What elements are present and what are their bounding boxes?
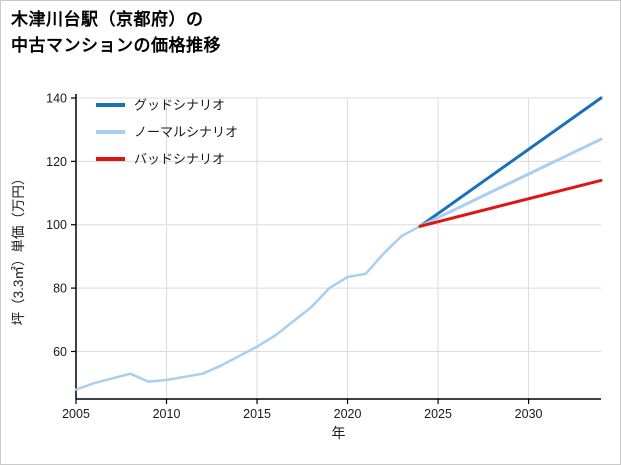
y-tick-label: 140 xyxy=(46,92,67,106)
y-tick-label: 120 xyxy=(46,155,67,169)
x-axis-title: 年 xyxy=(332,425,346,441)
chart-title: 木津川台駅（京都府）の 中古マンションの価格推移 xyxy=(11,7,221,60)
x-tick-label: 2010 xyxy=(153,407,181,421)
series-line-historical xyxy=(74,225,422,391)
x-tick-label: 2005 xyxy=(62,407,90,421)
series-line-bad-scenario xyxy=(418,178,603,228)
x-tick-label: 2025 xyxy=(424,407,452,421)
x-tick-label: 2020 xyxy=(334,407,362,421)
series-line-good-scenario xyxy=(418,96,603,228)
x-tick-label: 2015 xyxy=(243,407,271,421)
x-tick-label: 2030 xyxy=(515,407,543,421)
chart-title-line2: 中古マンションの価格推移 xyxy=(11,36,221,56)
chart-title-line1: 木津川台駅（京都府）の xyxy=(11,10,204,29)
legend-label-bad-scenario: バッドシナリオ xyxy=(134,152,225,167)
y-axis-title: 坪（3.3㎡）単価（万円） xyxy=(11,172,26,326)
legend-label-good-scenario: グッドシナリオ xyxy=(134,98,225,113)
y-tick-label: 60 xyxy=(53,345,67,359)
series-line-normal-scenario xyxy=(418,137,603,228)
y-tick-label: 80 xyxy=(53,282,67,296)
legend-label-normal-scenario: ノーマルシナリオ xyxy=(134,125,238,140)
y-tick-label: 100 xyxy=(46,218,67,232)
